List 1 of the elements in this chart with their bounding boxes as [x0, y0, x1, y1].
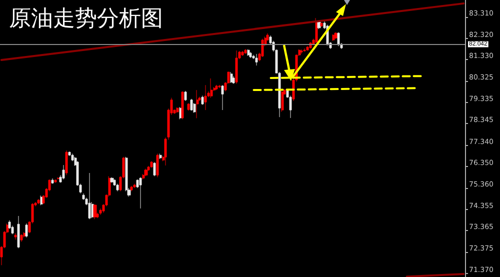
chart-title: 原油走势分析图 — [9, 6, 163, 32]
